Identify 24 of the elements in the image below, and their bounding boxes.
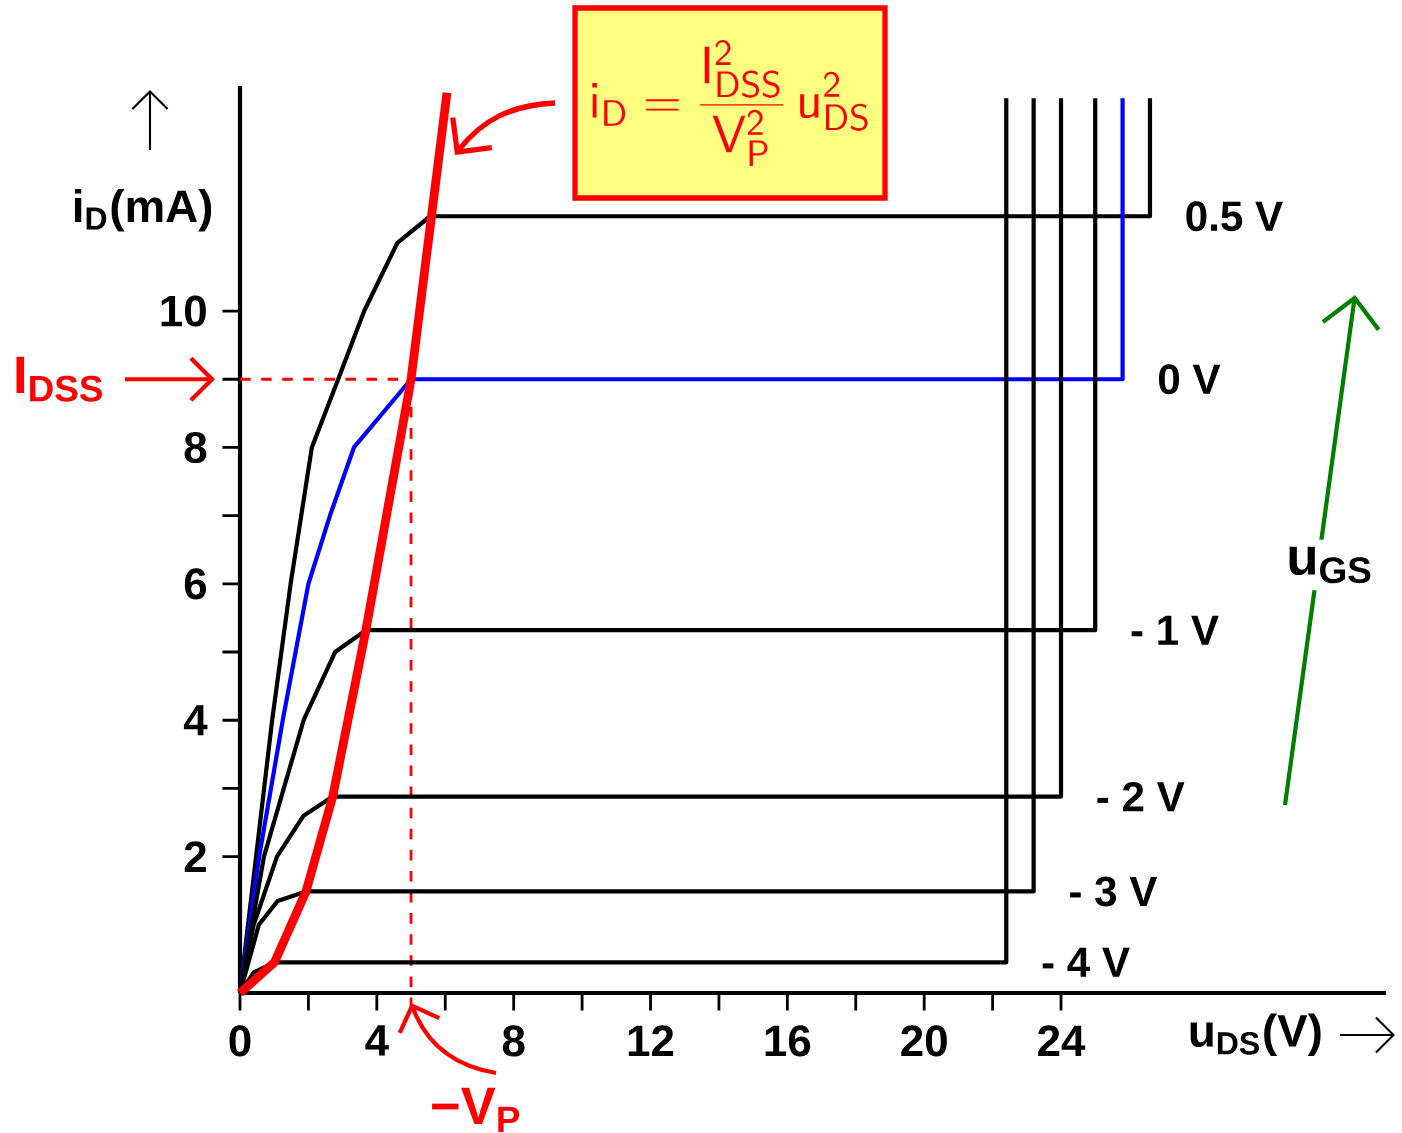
y-axis-title: i$_{D}$(mA) [74, 188, 212, 232]
x-axis-title: u$_{DS}$(V) [1190, 1013, 1321, 1057]
series-label: - 4 V [1042, 947, 1130, 977]
x-tick-label: 0 [229, 1025, 251, 1057]
ref-line-label: I$_{DSS}$ [16, 356, 103, 402]
annotation: u$_{GS}$ [1289, 546, 1371, 584]
x-tick-label: 20 [901, 1025, 947, 1057]
y-tick-label: 8 [184, 431, 207, 464]
y-tick-label: 4 [183, 705, 208, 736]
ref-line-label: −V$_{P}$ [432, 1087, 520, 1132]
series-label: - 2 V [1097, 781, 1185, 812]
series-label: 0 V [1159, 364, 1221, 395]
series-label: - 3 V [1070, 876, 1158, 907]
y-tick-label: 2 [184, 841, 206, 872]
x-tick-label: 8 [502, 1025, 525, 1057]
x-tick-label: 16 [765, 1025, 811, 1057]
x-tick-label: 4 [365, 1025, 389, 1056]
series-label: - 1 V [1131, 615, 1219, 645]
x-tick-label: 24 [1038, 1025, 1086, 1057]
x-tick-label: 12 [628, 1025, 674, 1057]
y-tick-label: 10 [161, 295, 206, 327]
y-tick-label: 6 [184, 568, 207, 600]
annotation: $\mathsf{i_{D}=\frac{I_{DSS}^{2}}{V_{P}^{2}}\,u_{DS}^{2}}$ [592, 39, 868, 167]
series-label: 0.5 V [1186, 201, 1283, 232]
